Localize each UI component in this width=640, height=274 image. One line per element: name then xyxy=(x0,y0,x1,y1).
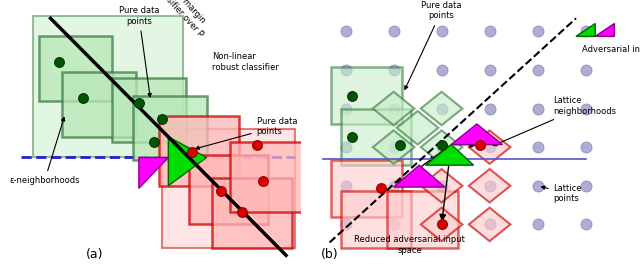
Text: Max margin
classifier over P: Max margin classifier over P xyxy=(154,0,212,38)
Bar xyxy=(62,72,136,137)
Polygon shape xyxy=(421,169,463,202)
Polygon shape xyxy=(372,130,415,164)
Text: ε-neighborhoods: ε-neighborhoods xyxy=(10,118,80,185)
Bar xyxy=(113,78,186,142)
Bar xyxy=(341,191,412,248)
Bar xyxy=(212,178,292,248)
Polygon shape xyxy=(139,158,168,188)
Polygon shape xyxy=(168,137,207,186)
Text: Adversarial inputs: Adversarial inputs xyxy=(582,45,640,54)
Text: Lattice
neighborhoods: Lattice neighborhoods xyxy=(493,96,616,146)
Polygon shape xyxy=(426,145,474,165)
Bar xyxy=(39,36,113,101)
Polygon shape xyxy=(595,24,614,36)
Text: Reduced adversarial input
space: Reduced adversarial input space xyxy=(354,235,465,255)
Polygon shape xyxy=(468,130,511,164)
Polygon shape xyxy=(421,92,463,125)
Text: (a): (a) xyxy=(86,248,104,261)
Bar xyxy=(33,16,183,158)
Text: Lattice
points: Lattice points xyxy=(541,184,582,203)
Bar xyxy=(163,129,295,248)
Text: Pure data
points: Pure data points xyxy=(118,6,159,97)
Polygon shape xyxy=(451,124,502,145)
Bar xyxy=(189,155,268,224)
Text: (b): (b) xyxy=(321,248,339,261)
Bar xyxy=(341,109,412,165)
Polygon shape xyxy=(421,130,463,164)
Polygon shape xyxy=(372,92,415,125)
Polygon shape xyxy=(576,24,595,36)
Polygon shape xyxy=(421,208,463,241)
Text: Non-linear
robust classifier: Non-linear robust classifier xyxy=(212,52,279,72)
Bar xyxy=(332,67,402,124)
Bar xyxy=(387,191,458,248)
Polygon shape xyxy=(397,111,438,145)
Bar xyxy=(332,160,402,217)
Bar xyxy=(133,96,207,160)
Polygon shape xyxy=(394,165,445,187)
Bar xyxy=(159,116,239,186)
Polygon shape xyxy=(468,169,511,202)
Bar xyxy=(230,142,310,212)
Text: Pure data
points: Pure data points xyxy=(404,1,462,89)
Text: Pure data
points: Pure data points xyxy=(196,117,297,149)
Polygon shape xyxy=(468,208,511,241)
